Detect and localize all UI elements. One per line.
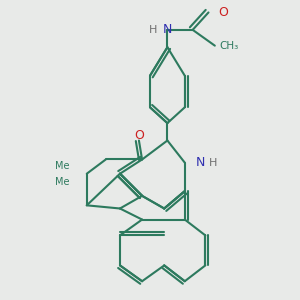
Text: O: O bbox=[218, 6, 228, 19]
Text: Me: Me bbox=[55, 161, 69, 171]
Text: N: N bbox=[163, 23, 172, 36]
Text: N: N bbox=[196, 156, 205, 169]
Text: H: H bbox=[149, 25, 157, 35]
Text: O: O bbox=[134, 129, 144, 142]
Text: CH₃: CH₃ bbox=[220, 41, 239, 51]
Text: H: H bbox=[208, 158, 217, 168]
Text: Me: Me bbox=[55, 177, 69, 187]
